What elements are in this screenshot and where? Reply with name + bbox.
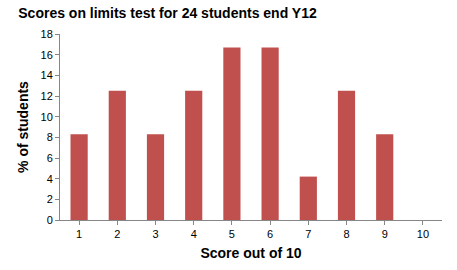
svg-text:5: 5	[229, 228, 235, 240]
svg-text:14: 14	[41, 69, 53, 81]
svg-text:6: 6	[267, 228, 273, 240]
svg-text:4: 4	[47, 173, 53, 185]
svg-text:4: 4	[191, 228, 197, 240]
svg-text:2: 2	[47, 193, 53, 205]
svg-text:16: 16	[41, 49, 53, 61]
svg-text:Scores on limits test for 24 s: Scores on limits test for 24 students en…	[18, 5, 317, 21]
svg-text:12: 12	[41, 90, 53, 102]
svg-text:0: 0	[47, 214, 53, 226]
svg-text:7: 7	[305, 228, 311, 240]
svg-text:10: 10	[417, 228, 429, 240]
svg-text:8: 8	[47, 131, 53, 143]
svg-text:2: 2	[114, 228, 120, 240]
svg-text:8: 8	[343, 228, 349, 240]
svg-text:% of students: % of students	[15, 81, 31, 173]
svg-text:6: 6	[47, 152, 53, 164]
svg-text:Score out of 10: Score out of 10	[200, 245, 301, 261]
svg-text:3: 3	[152, 228, 158, 240]
svg-text:9: 9	[382, 228, 388, 240]
svg-text:18: 18	[41, 28, 53, 40]
svg-text:10: 10	[41, 111, 53, 123]
svg-text:1: 1	[76, 228, 82, 240]
